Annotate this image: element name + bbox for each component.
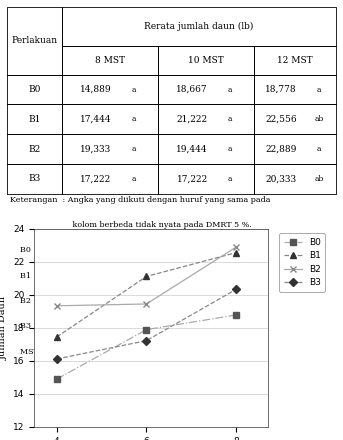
Text: B3: B3: [28, 174, 40, 183]
B1: [234, 250, 238, 255]
B0: [55, 377, 59, 382]
B3: [144, 338, 149, 343]
Line: B0: B0: [54, 312, 239, 382]
Text: a: a: [227, 145, 232, 153]
Text: 17,222: 17,222: [176, 174, 208, 183]
B0: [234, 312, 238, 318]
B1: [144, 274, 149, 279]
Text: 18,778: 18,778: [265, 85, 297, 94]
Text: Perlakuan: Perlakuan: [11, 36, 57, 45]
Text: 21,222: 21,222: [177, 115, 208, 124]
Text: 22,889: 22,889: [265, 145, 297, 154]
Text: a: a: [131, 86, 136, 94]
Text: a: a: [227, 86, 232, 94]
Text: 17,222: 17,222: [80, 174, 112, 183]
Text: a: a: [227, 175, 232, 183]
Text: 14,889: 14,889: [80, 85, 112, 94]
B2: [55, 303, 59, 308]
Text: a: a: [131, 175, 136, 183]
Text: a: a: [131, 145, 136, 153]
Y-axis label: Jumlah Daun: Jumlah Daun: [0, 296, 8, 360]
Text: kolom berbeda tidak nyata pada DMRT 5 %.: kolom berbeda tidak nyata pada DMRT 5 %.: [10, 221, 252, 229]
Text: a: a: [317, 145, 321, 153]
Text: ab: ab: [314, 175, 324, 183]
Text: ab: ab: [314, 115, 324, 123]
Text: 19,444: 19,444: [176, 145, 208, 154]
Line: B1: B1: [54, 250, 239, 340]
B2: [234, 245, 238, 250]
Text: 12 MST: 12 MST: [277, 56, 313, 65]
Text: 18,667: 18,667: [176, 85, 208, 94]
Legend: B0, B1, B2, B3: B0, B1, B2, B3: [279, 233, 325, 292]
Text: B2      : Penyemprotan BAP 100 ppm: B2 : Penyemprotan BAP 100 ppm: [10, 297, 168, 305]
B3: [234, 287, 238, 292]
Text: B2: B2: [28, 145, 40, 154]
B1: [55, 334, 59, 340]
B2: [144, 301, 149, 307]
Text: Keterangan  : Angka yang diikuti dengan huruf yang sama pada: Keterangan : Angka yang diikuti dengan h…: [10, 196, 271, 204]
Text: a: a: [227, 115, 232, 123]
Text: 8 MST: 8 MST: [95, 56, 125, 65]
Line: B3: B3: [54, 286, 239, 362]
Text: MST   : Minggu Setelah Tanam: MST : Minggu Setelah Tanam: [10, 348, 146, 356]
Text: 19,333: 19,333: [80, 145, 112, 154]
Text: 20,333: 20,333: [266, 174, 297, 183]
B3: [55, 356, 59, 362]
B0: [144, 327, 149, 332]
Text: B3      : Penyemprotan BAP 150 ppm: B3 : Penyemprotan BAP 150 ppm: [10, 322, 168, 330]
Text: B0      : Penyemprotan BAP 0 ppm: B0 : Penyemprotan BAP 0 ppm: [10, 246, 157, 254]
Text: B1: B1: [28, 115, 40, 124]
Text: B0: B0: [28, 85, 40, 94]
Text: B1      : Penyemprotan BAP 50 ppm: B1 : Penyemprotan BAP 50 ppm: [10, 271, 163, 280]
Text: 17,444: 17,444: [80, 115, 112, 124]
Text: a: a: [317, 86, 321, 94]
Text: Rerata jumlah daun (lb): Rerata jumlah daun (lb): [144, 22, 253, 31]
Text: 22,556: 22,556: [265, 115, 297, 124]
Text: 10 MST: 10 MST: [188, 56, 224, 65]
Line: B2: B2: [53, 244, 240, 309]
Text: a: a: [131, 115, 136, 123]
